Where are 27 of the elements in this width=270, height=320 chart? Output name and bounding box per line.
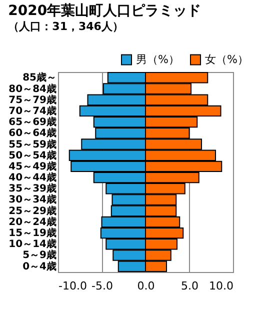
y-tick-label: 25～29歳 [8, 204, 56, 217]
chart-subtitle: （人口：31，346人） [8, 20, 124, 33]
y-tick-label: 45～49歳 [8, 160, 56, 172]
x-tick-label: 10.0 [209, 280, 234, 292]
legend-label: 男（%） [136, 52, 180, 66]
x-tick-label: 0.0 [137, 280, 155, 292]
y-tick-label: 15～19歳 [8, 227, 56, 240]
chart-title: 2020年葉山町人口ピラミッド [8, 3, 202, 19]
y-tick-label: 75～79歳 [8, 94, 56, 106]
y-tick-label: 60～64歳 [8, 127, 56, 140]
x-tick-label: -5.0 [92, 280, 113, 292]
y-tick-label: 50～54歳 [8, 149, 56, 162]
legend-label: 女（%） [205, 52, 248, 66]
x-tick-label: -10.0 [58, 280, 87, 292]
y-tick-label: 0～4歳 [22, 260, 56, 272]
y-tick-label: 30～34歳 [8, 194, 56, 206]
y-tick-label: 40～44歳 [8, 172, 56, 184]
y-tick-label: 85歳～ [22, 72, 56, 84]
y-tick-label: 70～74歳 [8, 104, 56, 117]
y-tick-label: 80～84歳 [8, 82, 56, 95]
y-tick-label: 10～14歳 [8, 238, 56, 250]
y-tick-label: 5～9歳 [22, 249, 56, 262]
y-tick-label: 35～39歳 [8, 182, 56, 195]
x-tick-label: 5.0 [181, 280, 198, 292]
y-tick-label: 20～24歳 [8, 216, 56, 228]
y-tick-label: 55～59歳 [8, 138, 56, 150]
y-tick-label: 65～69歳 [8, 116, 56, 128]
